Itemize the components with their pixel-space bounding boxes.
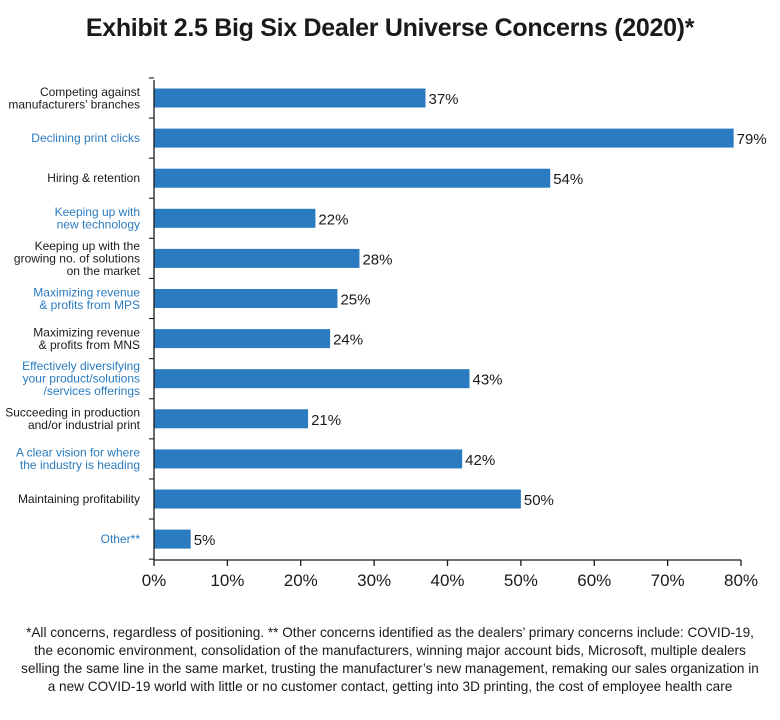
category-label-line: Maximizing revenue	[33, 325, 140, 339]
category-label-line: & profits from MNS	[39, 338, 140, 352]
bar-value-label: 79%	[737, 131, 767, 148]
x-tick-label: 10%	[210, 571, 244, 590]
bar-value-label: 28%	[362, 251, 392, 268]
category-label-line: growing no. of solutions	[14, 251, 140, 265]
x-tick-label: 30%	[357, 571, 391, 590]
category-label-line: your product/solutions	[23, 372, 140, 386]
bar-value-label: 21%	[311, 412, 341, 429]
category-label-line: Competing against	[40, 85, 141, 99]
category-label: Keeping up with new technology	[55, 205, 140, 232]
category-label-line: A clear vision for where	[16, 446, 140, 460]
category-label-line: & profits from MPS	[39, 298, 140, 312]
bar	[154, 409, 309, 429]
bar	[154, 248, 360, 268]
category-label-line: manufacturers’ branches	[8, 97, 140, 111]
bar	[154, 168, 551, 188]
category-label-line: the industry is heading	[20, 458, 140, 472]
category-label: Declining print clicks	[31, 131, 140, 145]
category-label: Competing against manufacturers’ branches	[8, 85, 140, 112]
category-label: Hiring & retention	[47, 171, 140, 185]
category-label: Maximizing revenue & profits from MNS	[33, 325, 140, 352]
bar-value-label: 24%	[333, 332, 363, 349]
bar	[154, 88, 426, 108]
category-label-line: Hiring & retention	[47, 171, 140, 185]
bar-value-label: 42%	[465, 452, 495, 469]
category-label: Other**	[101, 532, 141, 546]
footnote: *All concerns, regardless of positioning…	[21, 625, 759, 694]
chart-title: Exhibit 2.5 Big Six Dealer Universe Conc…	[85, 14, 695, 42]
category-label: A clear vision for where the industry is …	[16, 446, 140, 473]
bar	[154, 449, 463, 469]
x-tick-label: 40%	[430, 571, 464, 590]
x-tick-label: 0%	[142, 571, 167, 590]
x-tick-label: 50%	[504, 571, 538, 590]
category-label-line: Keeping up with the	[35, 239, 141, 253]
bar	[154, 329, 331, 349]
category-label-line: Keeping up with	[55, 205, 140, 219]
category-label-line: Effectively diversifying	[22, 359, 140, 373]
category-label: Maintaining profitability	[18, 492, 140, 506]
category-label-line: Maximizing revenue	[33, 285, 140, 299]
bar-value-label: 43%	[473, 372, 503, 389]
bar	[154, 289, 338, 308]
category-label-line: new technology	[57, 218, 140, 232]
bar	[154, 208, 316, 228]
category-label-line: on the market	[67, 264, 141, 278]
category-label-line: and/or industrial print	[28, 418, 141, 432]
category-label-line: Declining print clicks	[31, 131, 140, 145]
bar	[154, 489, 521, 509]
category-label-line: Other**	[101, 532, 141, 546]
bar-value-label: 37%	[428, 91, 458, 108]
bar	[154, 529, 191, 549]
category-label: Effectively diversifying your product/sol…	[22, 359, 140, 398]
x-tick-label: 20%	[284, 571, 318, 590]
category-label-line: Succeeding in production	[5, 406, 140, 420]
bars-layer: 37% 79% 54% 22% 28% 25% 24% 43% 21% 42% 50% 5%	[154, 88, 767, 549]
axis-layer: 0% 10% 20% 30% 40% 50% 60% 70% 80% Competing agai…	[5, 77, 758, 590]
bar-chart: 37% 79% 54% 22% 28% 25% 24% 43% 21% 42% 50% 5% 0% 10…	[5, 77, 767, 590]
category-label-line: Maintaining profitability	[18, 492, 140, 506]
category-label: Succeeding in production and/or industria…	[5, 406, 140, 433]
bar-value-label: 54%	[553, 171, 583, 188]
category-label: Maximizing revenue & profits from MPS	[33, 285, 140, 312]
bar	[154, 369, 470, 389]
category-label-line: /services offerings	[44, 384, 141, 398]
bar-value-label: 5%	[194, 532, 216, 549]
category-label: Keeping up with the growing no. of soluti…	[14, 239, 141, 278]
bar-value-label: 25%	[340, 292, 370, 309]
bar-value-label: 50%	[524, 492, 554, 509]
bar-value-label: 22%	[318, 211, 348, 228]
x-tick-label: 80%	[724, 571, 758, 590]
bar	[154, 128, 734, 148]
x-tick-label: 60%	[577, 571, 611, 590]
x-tick-label: 70%	[651, 571, 685, 590]
